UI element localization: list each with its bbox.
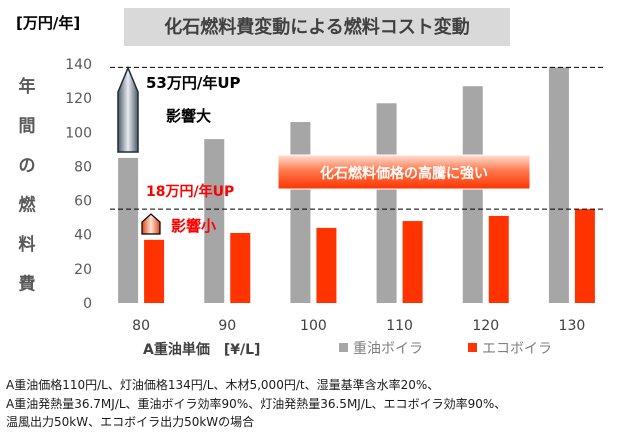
heavy-increase-label: 53万円/年UP [146,74,241,92]
eco-increase-label: 18万円/年UP [146,183,234,200]
eco-increase-arrow [141,213,161,235]
banner: 化石燃料価格の高騰に強い [277,154,531,190]
x-tick-label: 130 [559,318,586,334]
y-axis-label-char: 料 [19,234,36,255]
footnote-line: A重油発熱量36.7MJ/L、重油ボイラ効率90%、灯油発熱量36.5MJ/L、… [6,396,507,411]
y-axis-label-char: 年 [19,76,36,97]
bar-heavy-oil [118,157,139,303]
footnote: A重油価格110円/L、灯油価格134円/L、木材5,000円/t、湿量基準含水… [6,376,636,432]
y-axis-ticks: 0 20 40 60 80 100 120 140 [65,57,92,312]
x-axis-ticks: 80 90 100 110 120 130 [132,318,585,334]
heavy-impact-label: 影響大 [166,107,211,125]
y-axis-label-char: の [19,156,36,176]
bar-eco [574,209,595,303]
heavy-oil-increase-arrow [117,66,139,153]
y-tick-label: 0 [83,296,92,312]
legend: 重油ボイラ エコボイラ [339,341,552,357]
y-axis-label-char: 燃 [19,195,37,216]
reference-lines [110,66,603,210]
x-tick-label: 100 [300,318,327,334]
y-tick-label: 60 [74,194,92,210]
footnote-line: 温風出力50kW、エコボイラ出力50kWの場合 [6,415,255,429]
bar-heavy-oil [548,67,569,304]
y-tick-label: 140 [65,57,92,73]
banner-text: 化石燃料価格の高騰に強い [320,165,488,182]
y-axis-label-char: 費 [19,274,36,295]
legend-swatch-eco [468,343,477,352]
chart-title-box [124,8,510,46]
banner-box [277,154,531,190]
bar-eco [488,215,509,303]
y-tick-label: 40 [74,228,92,244]
x-tick-label: 90 [218,318,236,334]
bar-eco [402,221,423,303]
bar-heavy-oil [204,139,225,303]
bar-eco [230,233,251,303]
y-tick-label: 100 [65,125,92,141]
bar-heavy-oil [376,103,397,303]
bar-eco [316,227,337,303]
x-axis-title: A重油単価 [¥/L] [143,341,260,358]
chart-title: 化石燃料費変動による燃料コスト変動 [164,16,469,38]
x-tick-label: 110 [386,318,413,334]
bar-heavy-oil [462,86,483,303]
eco-impact-label: 影響小 [171,217,216,235]
legend-swatch-heavy-oil [339,343,348,352]
x-tick-label: 120 [472,318,499,334]
y-axis-label-char: 間 [19,117,36,137]
bar-eco [144,239,165,303]
legend-label-eco: エコボイラ [482,341,552,357]
bar-heavy-oil [290,122,311,304]
y-tick-label: 120 [65,91,92,107]
x-tick-label: 80 [132,318,150,334]
y-unit-label: [万円/年] [16,14,80,32]
footnote-line: A重油価格110円/L、灯油価格134円/L、木材5,000円/t、湿量基準含水… [6,378,440,392]
y-tick-label: 80 [74,159,92,175]
y-tick-label: 20 [74,262,92,278]
legend-label-heavy-oil: 重油ボイラ [353,341,423,357]
